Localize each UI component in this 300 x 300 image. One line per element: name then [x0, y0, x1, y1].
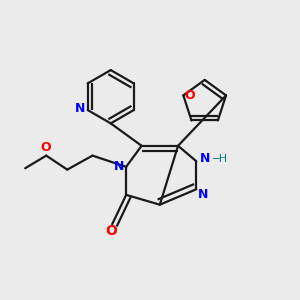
Text: O: O	[184, 89, 195, 102]
Text: O: O	[105, 224, 117, 238]
Text: N: N	[198, 188, 208, 201]
Text: N: N	[200, 152, 210, 166]
Text: O: O	[40, 141, 51, 154]
Text: N: N	[75, 102, 85, 115]
Text: ─H: ─H	[212, 154, 227, 164]
Text: N: N	[114, 160, 124, 173]
